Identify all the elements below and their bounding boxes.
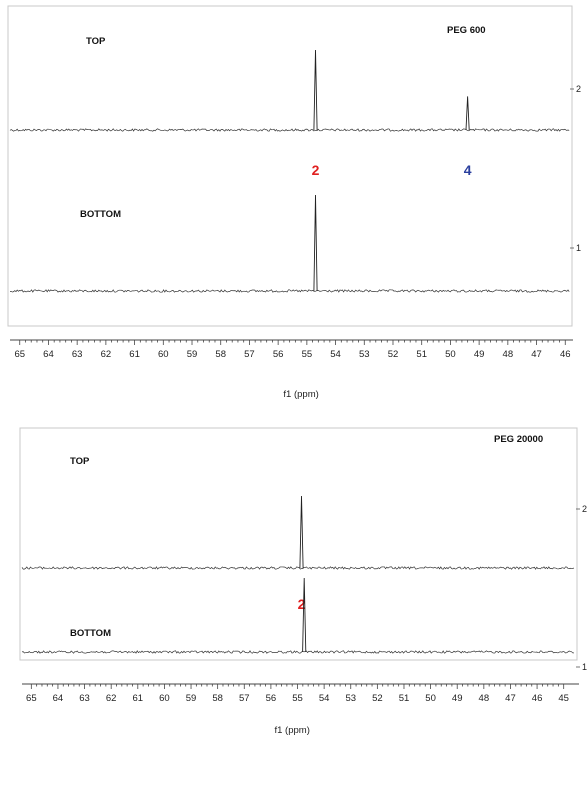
x-tick-label: 46 bbox=[560, 349, 571, 360]
spectrum-trace: BOTTOM 1 bbox=[9, 194, 581, 293]
x-tick-label: 53 bbox=[359, 349, 370, 360]
spectrum-trace: TOP 2 2 4 bbox=[9, 36, 581, 178]
x-tick-label: 65 bbox=[26, 693, 37, 704]
x-tick-label: 62 bbox=[101, 349, 112, 360]
x-tick-label: 59 bbox=[187, 349, 198, 360]
x-tick-label: 64 bbox=[43, 349, 54, 360]
x-tick-label: 56 bbox=[266, 693, 277, 704]
x-tick-label: 53 bbox=[345, 693, 356, 704]
spectrum-trace: BOTTOM 1 bbox=[21, 577, 587, 672]
peak-label: 4 bbox=[464, 162, 472, 178]
x-tick-label: 57 bbox=[244, 349, 255, 360]
panel-title: PEG 600 bbox=[447, 25, 486, 36]
x-tick-label: 50 bbox=[445, 349, 456, 360]
spectrum-peak bbox=[313, 49, 318, 131]
x-tick-label: 48 bbox=[503, 349, 514, 360]
spectrum-panel: PEG 600 TOP 2 2 4 BOTTOM 1 65 64 63 62 61 60 59 58 57 56… bbox=[7, 5, 581, 400]
x-tick-label: 59 bbox=[186, 693, 197, 704]
x-tick-label: 64 bbox=[53, 693, 64, 704]
x-tick-label: 62 bbox=[106, 693, 117, 704]
x-tick-label: 52 bbox=[372, 693, 383, 704]
trace-index-label: 1 bbox=[582, 662, 587, 672]
x-tick-label: 63 bbox=[79, 693, 90, 704]
plot-frame bbox=[19, 427, 578, 661]
x-tick-label: 58 bbox=[215, 349, 226, 360]
x-tick-label: 57 bbox=[239, 693, 250, 704]
baseline-noise bbox=[9, 128, 570, 132]
spectrum-peak bbox=[299, 495, 304, 569]
x-tick-label: 54 bbox=[330, 349, 341, 360]
x-tick-label: 46 bbox=[532, 693, 543, 704]
x-axis: 65 64 63 62 61 60 59 58 57 56 55 54 53 52 51 50 49 48 47 46… bbox=[22, 683, 579, 736]
x-tick-label: 47 bbox=[531, 349, 542, 360]
x-tick-label: 58 bbox=[212, 693, 223, 704]
x-tick-label: 55 bbox=[302, 349, 313, 360]
baseline-noise bbox=[21, 566, 575, 570]
spectrum-peak bbox=[302, 577, 307, 653]
x-tick-label: 54 bbox=[319, 693, 330, 704]
spectrum-peak bbox=[465, 96, 470, 131]
trace-name: BOTTOM bbox=[80, 209, 121, 220]
trace-name: TOP bbox=[86, 36, 106, 47]
x-tick-label: 48 bbox=[479, 693, 490, 704]
peak-label: 2 bbox=[298, 596, 306, 612]
trace-index-label: 2 bbox=[582, 504, 587, 514]
x-tick-label: 49 bbox=[452, 693, 463, 704]
x-tick-label: 60 bbox=[159, 693, 170, 704]
x-tick-label: 56 bbox=[273, 349, 284, 360]
x-tick-label: 65 bbox=[14, 349, 25, 360]
x-axis-title: f1 (ppm) bbox=[283, 389, 318, 400]
x-tick-label: 61 bbox=[129, 349, 140, 360]
x-tick-label: 47 bbox=[505, 693, 516, 704]
x-tick-label: 60 bbox=[158, 349, 169, 360]
spectrum-peak bbox=[313, 194, 318, 292]
x-tick-label: 61 bbox=[133, 693, 144, 704]
x-tick-label: 55 bbox=[292, 693, 303, 704]
trace-index-label: 1 bbox=[576, 243, 581, 253]
baseline-noise bbox=[21, 650, 575, 654]
x-axis: 65 64 63 62 61 60 59 58 57 56 55 54 53 52 51 50 49 48 47 46… bbox=[10, 339, 573, 400]
x-tick-label: 45 bbox=[558, 693, 569, 704]
x-axis-title: f1 (ppm) bbox=[274, 725, 309, 736]
x-tick-label: 51 bbox=[416, 349, 427, 360]
x-tick-label: 51 bbox=[399, 693, 410, 704]
trace-index-label: 2 bbox=[576, 84, 581, 94]
x-tick-label: 49 bbox=[474, 349, 485, 360]
plot-frame bbox=[7, 5, 573, 327]
x-tick-label: 50 bbox=[425, 693, 436, 704]
panel-title: PEG 20000 bbox=[494, 434, 543, 445]
trace-name: BOTTOM bbox=[70, 628, 111, 639]
x-tick-label: 63 bbox=[72, 349, 83, 360]
spectrum-trace: TOP 2 2 bbox=[21, 456, 587, 612]
peak-label: 2 bbox=[312, 162, 320, 178]
baseline-noise bbox=[9, 289, 570, 293]
trace-name: TOP bbox=[70, 456, 90, 467]
x-tick-label: 52 bbox=[388, 349, 399, 360]
spectrum-panel: PEG 20000 TOP 2 2 BOTTOM 1 65 64 63 62 61 60 59 58 57 5… bbox=[19, 427, 587, 736]
